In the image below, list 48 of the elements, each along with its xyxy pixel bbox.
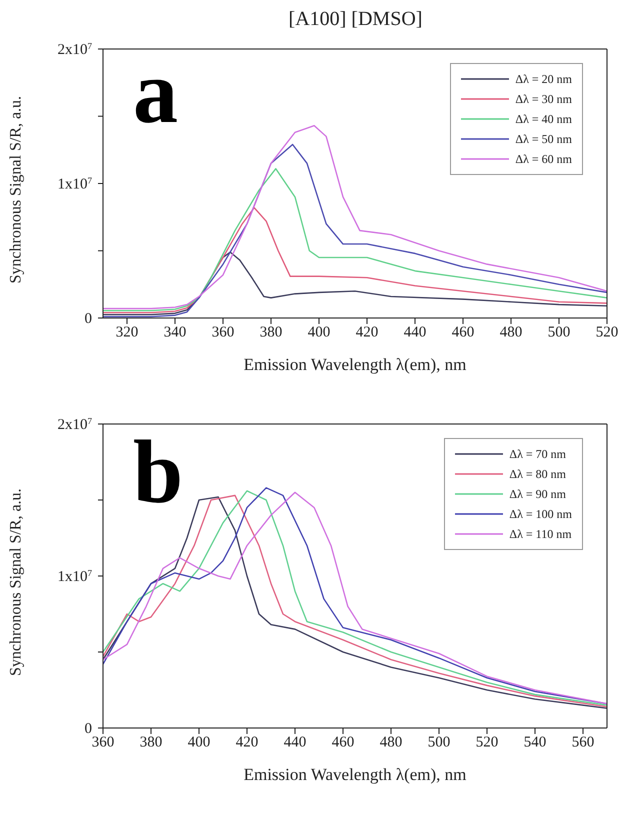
x-tick-label: 340: [164, 324, 186, 341]
chart-title: [A100] [DMSO]: [288, 8, 424, 32]
x-tick-label: 440: [284, 734, 306, 751]
x-tick-label: 460: [332, 734, 354, 751]
legend-label: Δλ = 90 nm: [509, 486, 566, 503]
x-tick-label: 360: [92, 734, 114, 751]
x-tick-label: 520: [596, 324, 618, 341]
x-tick-label: 480: [380, 734, 402, 751]
x-tick-label: 460: [452, 324, 474, 341]
x-axis-title: Emission Wavelength λ(em), nm: [244, 355, 466, 374]
line-series: [103, 168, 607, 312]
annotation: a: [133, 43, 178, 142]
x-tick-label: 400: [188, 734, 210, 751]
x-tick-label: 320: [116, 324, 138, 341]
y-tick-label: 0: [84, 311, 92, 327]
legend-label: Δλ = 60 nm: [515, 151, 572, 168]
legend-label: Δλ = 100 nm: [509, 506, 572, 523]
legend-label: Δλ = 110 nm: [509, 526, 572, 543]
x-tick-label: 520: [476, 734, 498, 751]
line-series: [103, 251, 607, 316]
y-tick-label: 2x10$^{7}$: [58, 416, 92, 433]
line-series: [103, 207, 607, 314]
x-tick-label: 500: [428, 734, 450, 751]
x-tick-label: 380: [140, 734, 162, 751]
legend-label: Δλ = 30 nm: [515, 91, 572, 108]
y-tick-label: 1x10$^{7}$: [58, 568, 92, 585]
y-axis-title: Synchronous Signal S/R, a.u.: [8, 96, 25, 284]
x-tick-label: 400: [308, 324, 330, 341]
x-tick-label: 440: [404, 324, 426, 341]
x-tick-label: 420: [356, 324, 378, 341]
legend-label: Δλ = 40 nm: [515, 111, 572, 128]
x-tick-label: 480: [500, 324, 522, 341]
annotation: b: [133, 423, 184, 522]
x-tick-label: 560: [572, 734, 594, 751]
x-tick-label: 380: [260, 324, 282, 341]
x-axis-title: Emission Wavelength λ(em), nm: [244, 765, 466, 784]
y-tick-label: 2x10$^{7}$: [58, 41, 92, 58]
x-tick-label: 360: [212, 324, 234, 341]
y-axis-title: Synchronous Signal S/R, a.u.: [8, 488, 25, 676]
legend-label: Δλ = 20 nm: [515, 71, 572, 88]
y-tick-label: 1x10$^{7}$: [58, 176, 92, 192]
legend-label: Δλ = 50 nm: [515, 131, 572, 148]
y-tick-label: 0: [84, 721, 92, 737]
x-tick-label: 540: [524, 734, 546, 751]
x-tick-label: 420: [236, 734, 258, 751]
x-tick-label: 500: [548, 324, 570, 341]
legend-label: Δλ = 70 nm: [509, 446, 566, 463]
legend-label: Δλ = 80 nm: [509, 466, 566, 483]
